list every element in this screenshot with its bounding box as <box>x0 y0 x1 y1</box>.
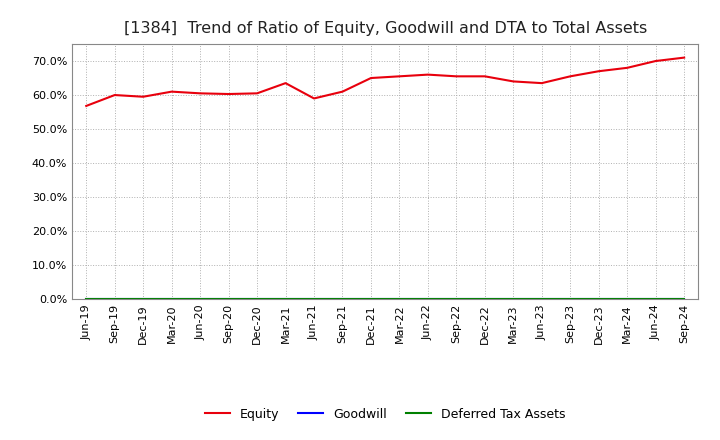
Equity <box>680 55 688 60</box>
Deferred Tax Assets <box>225 297 233 302</box>
Equity <box>452 73 461 79</box>
Equity <box>225 92 233 97</box>
Deferred Tax Assets <box>595 297 603 302</box>
Equity <box>167 89 176 94</box>
Deferred Tax Assets <box>537 297 546 302</box>
Equity <box>423 72 432 77</box>
Deferred Tax Assets <box>196 297 204 302</box>
Equity <box>196 91 204 96</box>
Deferred Tax Assets <box>566 297 575 302</box>
Goodwill <box>310 297 318 302</box>
Equity <box>82 103 91 109</box>
Deferred Tax Assets <box>652 297 660 302</box>
Goodwill <box>623 297 631 302</box>
Goodwill <box>395 297 404 302</box>
Goodwill <box>680 297 688 302</box>
Deferred Tax Assets <box>82 297 91 302</box>
Equity <box>623 65 631 70</box>
Equity <box>652 59 660 64</box>
Deferred Tax Assets <box>623 297 631 302</box>
Goodwill <box>167 297 176 302</box>
Deferred Tax Assets <box>452 297 461 302</box>
Goodwill <box>595 297 603 302</box>
Goodwill <box>509 297 518 302</box>
Line: Equity: Equity <box>86 58 684 106</box>
Goodwill <box>566 297 575 302</box>
Goodwill <box>282 297 290 302</box>
Goodwill <box>225 297 233 302</box>
Goodwill <box>253 297 261 302</box>
Deferred Tax Assets <box>480 297 489 302</box>
Goodwill <box>338 297 347 302</box>
Title: [1384]  Trend of Ratio of Equity, Goodwill and DTA to Total Assets: [1384] Trend of Ratio of Equity, Goodwil… <box>124 21 647 36</box>
Equity <box>282 81 290 86</box>
Goodwill <box>366 297 375 302</box>
Goodwill <box>196 297 204 302</box>
Equity <box>595 69 603 74</box>
Equity <box>366 75 375 81</box>
Equity <box>566 73 575 79</box>
Goodwill <box>537 297 546 302</box>
Goodwill <box>139 297 148 302</box>
Goodwill <box>82 297 91 302</box>
Legend: Equity, Goodwill, Deferred Tax Assets: Equity, Goodwill, Deferred Tax Assets <box>200 403 570 425</box>
Deferred Tax Assets <box>395 297 404 302</box>
Goodwill <box>423 297 432 302</box>
Equity <box>110 92 119 98</box>
Equity <box>253 91 261 96</box>
Goodwill <box>652 297 660 302</box>
Deferred Tax Assets <box>366 297 375 302</box>
Equity <box>509 79 518 84</box>
Deferred Tax Assets <box>282 297 290 302</box>
Equity <box>139 94 148 99</box>
Goodwill <box>480 297 489 302</box>
Deferred Tax Assets <box>253 297 261 302</box>
Deferred Tax Assets <box>139 297 148 302</box>
Deferred Tax Assets <box>423 297 432 302</box>
Goodwill <box>110 297 119 302</box>
Deferred Tax Assets <box>509 297 518 302</box>
Equity <box>395 73 404 79</box>
Equity <box>310 96 318 101</box>
Deferred Tax Assets <box>310 297 318 302</box>
Deferred Tax Assets <box>110 297 119 302</box>
Goodwill <box>452 297 461 302</box>
Equity <box>338 89 347 94</box>
Deferred Tax Assets <box>680 297 688 302</box>
Deferred Tax Assets <box>167 297 176 302</box>
Equity <box>537 81 546 86</box>
Deferred Tax Assets <box>338 297 347 302</box>
Equity <box>480 73 489 79</box>
